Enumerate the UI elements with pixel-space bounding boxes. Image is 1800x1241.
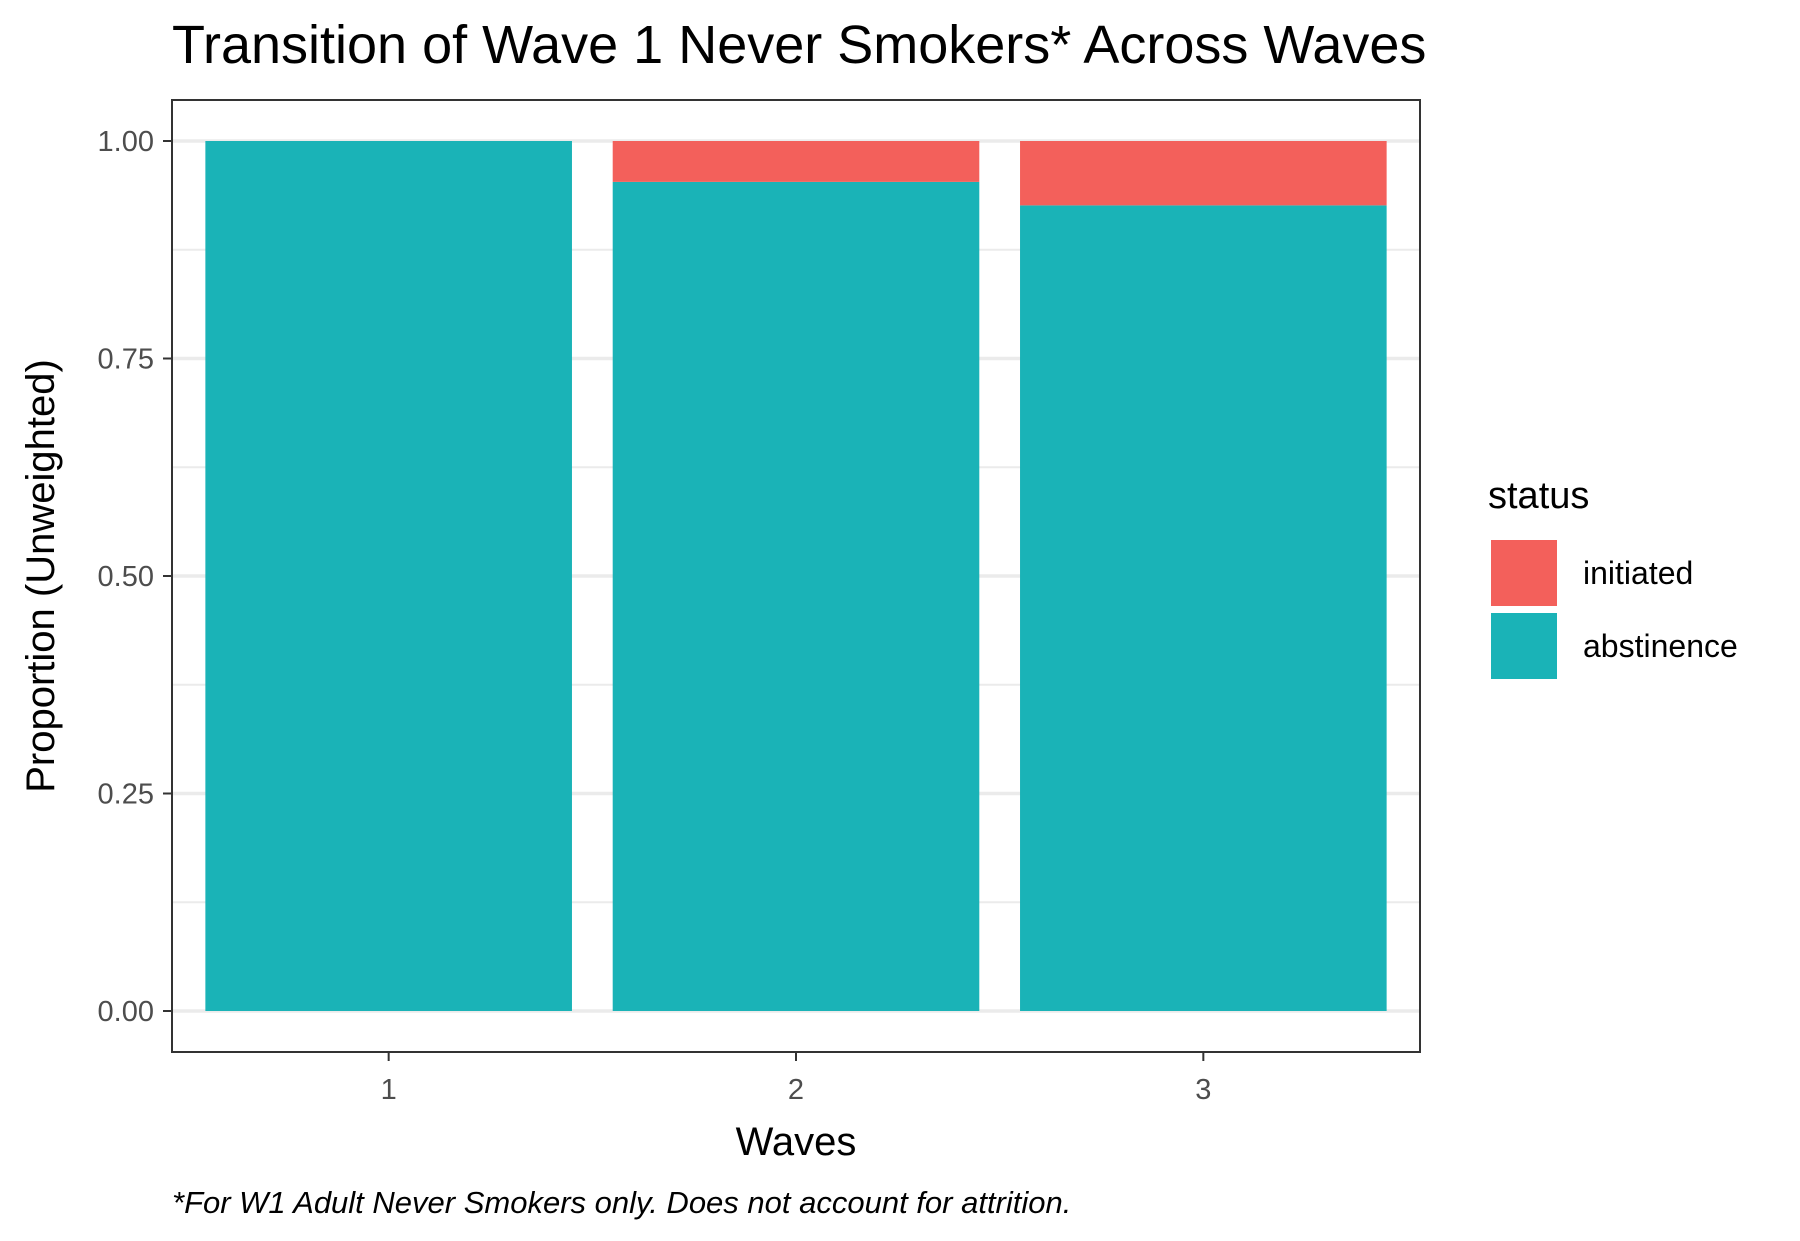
legend-key-initiated [1491, 540, 1557, 606]
x-tick-label: 3 [1195, 1074, 1211, 1106]
y-axis-title: Proportion (Unweighted) [19, 359, 63, 793]
y-tick-label: 0.00 [98, 996, 154, 1028]
bars-layer [205, 141, 1387, 1011]
legend-label-abstinence: abstinence [1583, 628, 1738, 664]
x-tick-label: 2 [788, 1074, 804, 1106]
legend: status initiated abstinence [1488, 475, 1738, 679]
bar-abstinence-wave-3 [1020, 205, 1387, 1011]
y-axis: 0.00 0.25 0.50 0.75 1.00 [98, 126, 172, 1028]
y-tick-label: 0.75 [98, 344, 154, 376]
x-tick-label: 1 [381, 1074, 397, 1106]
x-axis-title: Waves [736, 1120, 857, 1164]
bar-abstinence-wave-2 [612, 181, 980, 1011]
legend-label-initiated: initiated [1583, 555, 1693, 591]
chart-title: Transition of Wave 1 Never Smokers* Acro… [172, 15, 1426, 75]
y-tick-label: 0.50 [98, 561, 154, 593]
x-axis: 1 2 3 [381, 1052, 1211, 1106]
y-tick-label: 0.25 [98, 779, 154, 811]
bar-initiated-wave-3 [1020, 141, 1387, 206]
y-tick-label: 1.00 [98, 126, 154, 158]
chart-caption: *For W1 Adult Never Smokers only. Does n… [172, 1185, 1071, 1220]
bar-initiated-wave-2 [612, 141, 980, 182]
bar-abstinence-wave-1 [205, 141, 572, 1011]
legend-key-abstinence [1491, 613, 1557, 679]
legend-title: status [1488, 475, 1589, 517]
